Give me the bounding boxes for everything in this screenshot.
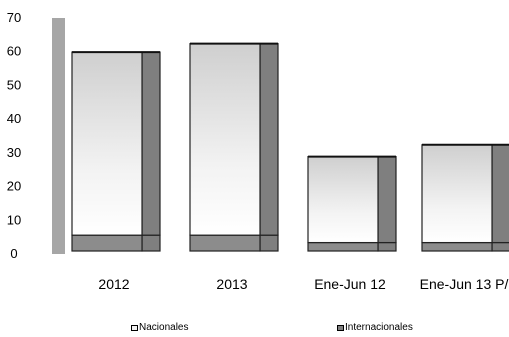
bars-group [71, 42, 509, 252]
bar-side-internacionales [491, 144, 509, 244]
bar-internacionales [71, 51, 143, 236]
x-tick-label: Ene-Jun 13 P/ [420, 276, 509, 292]
legend-item-internacionales: Internacionales [337, 322, 413, 333]
x-tick-label: 2012 [98, 276, 129, 292]
bar-side-nacionales [259, 234, 279, 252]
legend-label-nacionales: Nacionales [139, 322, 189, 333]
y-tick-label: 20 [7, 179, 21, 194]
bar-side-nacionales [141, 234, 161, 252]
bar-side-internacionales [141, 51, 161, 236]
bar-nacionales [307, 241, 379, 252]
bar-internacionales [421, 144, 493, 244]
x-tick-label: 2013 [216, 276, 247, 292]
bar-nacionales [71, 234, 143, 252]
legend-item-nacionales: Nacionales [131, 322, 188, 333]
bar-nacionales [421, 241, 493, 252]
y-axis: 0 10 20 30 40 50 60 70 [7, 10, 65, 261]
bar-side-internacionales [377, 156, 397, 244]
legend-swatch-nacionales [131, 324, 138, 331]
bar-side-nacionales [491, 241, 509, 252]
y-tick-label: 30 [7, 145, 21, 160]
bar-nacionales [189, 234, 261, 252]
legend-label-internacionales: Internacionales [345, 322, 413, 333]
y-axis-wall [52, 18, 65, 254]
y-tick-label: 70 [7, 10, 21, 25]
y-tick-label: 50 [7, 77, 21, 92]
legend-swatch-internacionales [337, 324, 344, 331]
y-tick-label: 40 [7, 111, 21, 126]
x-tick-label: Ene-Jun 12 [314, 276, 386, 292]
x-axis: 2012 2013 Ene-Jun 12 Ene-Jun 13 P/ [98, 276, 508, 292]
y-tick-label: 0 [10, 246, 17, 261]
bar-internacionales [307, 156, 379, 244]
y-tick-label: 10 [7, 212, 21, 227]
bar-side-internacionales [259, 43, 279, 236]
bar-side-nacionales [377, 241, 397, 252]
y-tick-label: 60 [7, 44, 21, 59]
bar-internacionales [189, 43, 261, 236]
